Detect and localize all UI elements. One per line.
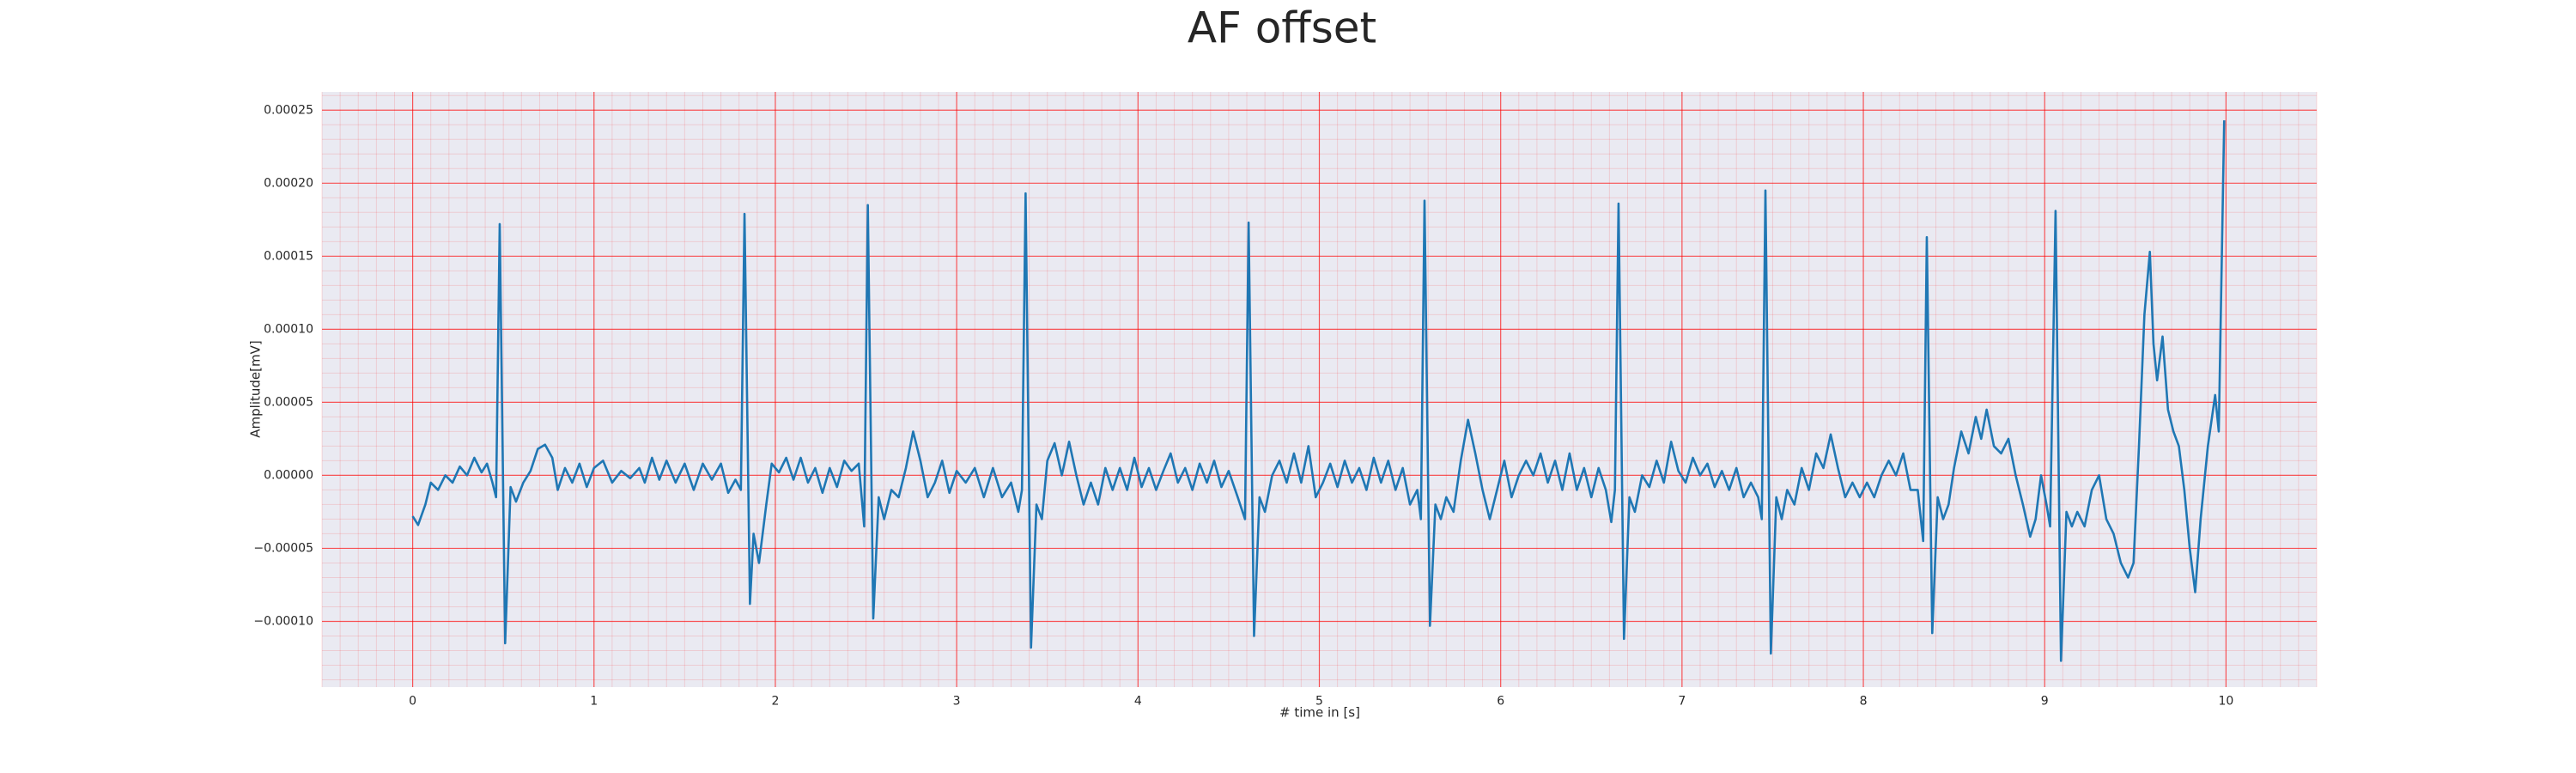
- x-axis-label: # time in [s]: [1279, 705, 1360, 721]
- y-axis-label: Amplitude[mV]: [248, 340, 264, 437]
- x-tick-label: 9: [2041, 695, 2049, 709]
- chart-title: AF offset: [1188, 3, 1376, 53]
- y-tick-label: −0.00005: [253, 541, 313, 555]
- y-tick-label: 0.00010: [264, 322, 313, 336]
- y-tick-label: 0.00020: [264, 176, 313, 190]
- y-tick-label: 0.00005: [264, 395, 313, 409]
- x-tick-label: 4: [1134, 695, 1142, 709]
- y-tick-label: 0.00025: [264, 103, 313, 117]
- x-tick-label: 2: [771, 695, 779, 709]
- y-tick-label: 0.00015: [264, 249, 313, 263]
- x-tick-label: 8: [1860, 695, 1868, 709]
- y-tick-label: 0.00000: [264, 468, 313, 482]
- x-tick-label: 0: [409, 695, 416, 709]
- x-tick-label: 6: [1497, 695, 1504, 709]
- x-tick-label: 5: [1315, 695, 1323, 709]
- plot-area: [321, 92, 2318, 687]
- x-tick-label: 7: [1678, 695, 1686, 709]
- data-line: [411, 120, 2226, 662]
- y-tick-label: −0.00010: [253, 614, 313, 628]
- x-tick-label: 10: [2218, 695, 2233, 709]
- x-tick-label: 1: [590, 695, 598, 709]
- x-tick-label: 3: [953, 695, 961, 709]
